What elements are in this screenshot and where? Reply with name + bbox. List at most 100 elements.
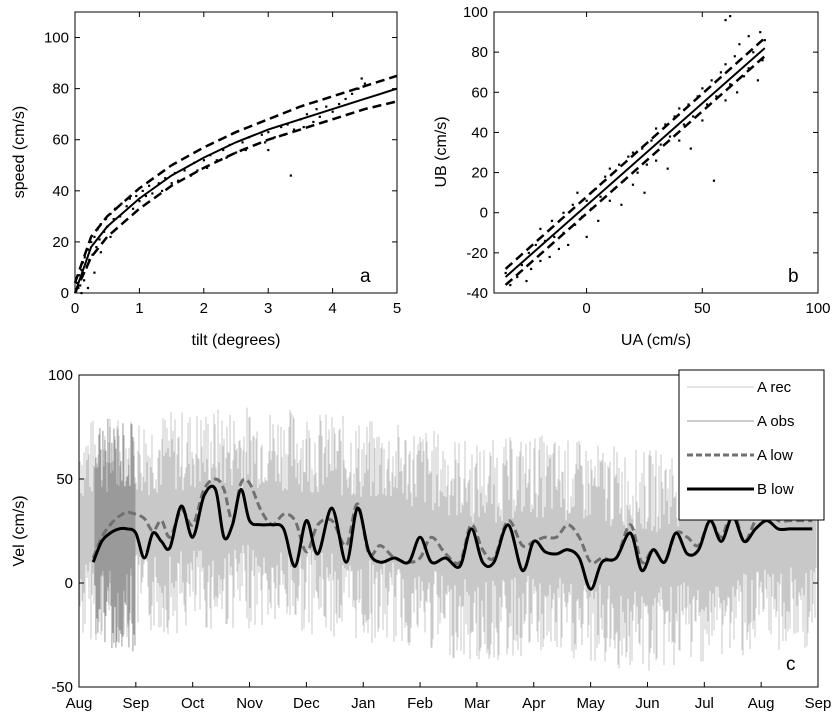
panel-b: 0 50 100 -40 -20 0 20 40 60 80 100 UA (cm/s) UB (c… [433,4,831,349]
panel-c-xtick-label: Feb [407,695,433,712]
panel-b-letter: b [788,266,799,287]
panel-b-point [525,279,528,283]
plot-frame-a [74,11,398,294]
panel-a-point [344,97,347,101]
panel-a-point [183,169,186,172]
panel-c-ytick-label: 0 [65,575,73,592]
panel-b-point [724,19,727,22]
panel-a-xtick-label: 5 [393,300,401,317]
panel-c-xtick-label: Jul [695,695,714,712]
panel-b-point [585,199,588,202]
panel-a-point [222,148,225,152]
panel-b-point [527,251,530,255]
panel-b-point [571,203,574,206]
panel-b-point [617,163,621,166]
panel-b-point [604,175,607,178]
panel-a-point [86,248,90,251]
panel-b-point [664,123,667,126]
panel-b-point [597,219,600,222]
panel-a-point [83,279,86,282]
panel-b-point [705,103,709,106]
panel-c-xtick-label: Aug [748,695,775,712]
panel-a: 0 1 2 3 4 5 0 20 40 60 80 100 tilt (degrees) speed … [11,11,401,349]
panel-b-xlabel: UA (cm/s) [621,332,691,349]
panel-a-content [73,74,398,295]
panel-a-point [357,87,360,90]
panel-b-point [712,179,716,182]
panel-a-fit-line [74,87,398,294]
panel-a-point [170,182,173,185]
panel-b-point [534,243,537,247]
panel-a-point [244,148,247,152]
panel-a-point [225,156,228,159]
panel-a-point [86,286,90,290]
panel-b-point [557,247,560,251]
plot-frame-c [78,374,819,688]
panel-a-point [331,110,334,113]
panel-a-bound-line [73,74,398,284]
panel-c-xtick-label: Oct [181,695,205,712]
panel-b-point [631,151,635,154]
panel-b-point [747,67,750,70]
panel-b-point [550,219,554,222]
panel-a-point [80,269,83,272]
panel-b-point [599,195,602,198]
panel-b-point [673,115,676,118]
panel-a-point [350,92,354,95]
panel-a-point [144,194,148,198]
panel-b-point [516,275,519,279]
panel-a-point [286,123,289,126]
panel-c-xtick-label: Mar [464,695,490,712]
panel-b-point [738,43,741,46]
panel-b-point [763,39,766,42]
panel-a-point [235,151,238,154]
panel-b-point [759,31,762,34]
panel-a-point [202,159,205,162]
panel-b-point [761,59,764,62]
panel-b-point [752,51,755,54]
series-b-low [91,484,813,591]
panel-b-point [620,203,623,206]
panel-a-point [148,184,151,187]
panel-b-point [643,191,646,194]
panel-c-xtick-label: Apr [522,695,545,712]
panel-a-ytick-label: 80 [52,81,69,98]
panel-b-point [678,107,681,110]
panel-a-point [79,284,82,287]
panel-a-point [80,292,83,295]
panel-a-point [98,238,101,241]
panel-a-point [160,189,164,193]
panel-b-point [655,127,658,130]
legend-label: A obs [757,413,795,430]
panel-b-fit-line [504,47,766,278]
panel-b-point [701,87,704,90]
panel-b-ytick-label: 0 [480,205,488,222]
panel-a-ytick-label: 40 [52,183,69,200]
panel-c-letter: c [786,654,796,675]
panel-b-point [668,135,672,138]
panel-a-bound-line [73,100,398,294]
panel-b-ticks: 0 50 100 -40 -20 0 20 40 60 80 100 [463,4,831,317]
panel-b-point [645,163,648,166]
panel-b-point [504,271,507,275]
panel-a-point [157,182,160,185]
plot-frame-b [493,11,819,294]
panel-a-point [312,120,315,124]
panel-b-ytick-label: 60 [471,84,488,101]
panel-a-xtick-label: 0 [71,300,79,317]
panel-b-point [682,123,685,126]
legend-label: A low [757,447,793,464]
panel-a-point [99,251,102,254]
panel-b-point [585,235,588,238]
panel-a-point [363,82,366,85]
series-a-low [91,477,813,566]
panel-b-point [576,191,579,194]
panel-a-xtick-label: 4 [328,300,336,317]
panel-a-point [151,192,154,195]
panel-b-point [539,259,542,263]
panel-a-point [112,217,115,221]
panel-b-ylabel: UB (cm/s) [433,116,450,187]
panel-b-point [724,99,727,102]
panel-a-ytick-label: 20 [52,234,69,251]
